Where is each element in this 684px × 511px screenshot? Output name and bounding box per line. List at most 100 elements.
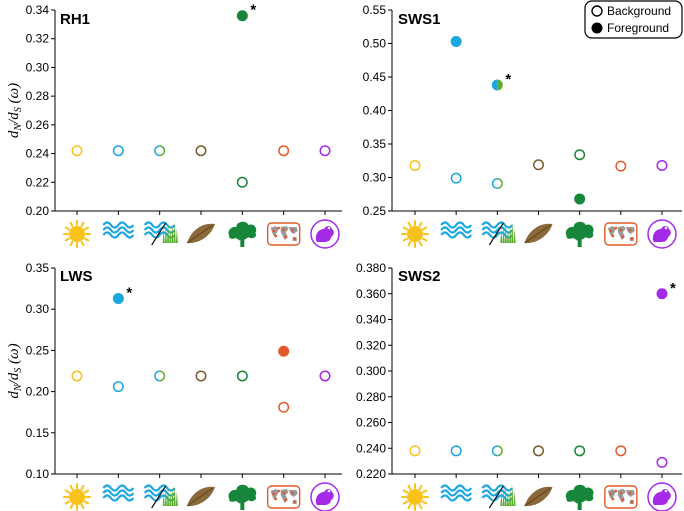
map-marker <box>621 235 625 239</box>
legend-box <box>584 0 683 39</box>
significance-asterisk: * <box>670 280 676 297</box>
y-tick-label: 0.35 <box>363 137 387 151</box>
grass-tuft <box>162 485 178 506</box>
grass-blade <box>169 228 172 243</box>
sun-ray <box>421 489 428 494</box>
background-point <box>491 178 503 190</box>
foreground-point <box>574 193 586 205</box>
marker-ring <box>71 370 83 382</box>
marker-ring <box>278 145 290 157</box>
background-point <box>278 145 290 157</box>
significance-asterisk: * <box>505 71 511 88</box>
tree-trunk <box>577 234 582 247</box>
waves-icon <box>440 484 473 502</box>
y-tick-label: 0.30 <box>26 302 50 316</box>
background-point <box>278 401 290 413</box>
legend-foreground-label: Foreground <box>607 21 669 35</box>
grass-blade <box>175 228 178 243</box>
sun-icon <box>63 483 91 511</box>
map-marker <box>611 497 615 501</box>
frog-eye <box>664 226 668 230</box>
map-marker <box>277 226 281 230</box>
waves-icon <box>440 221 473 239</box>
wave-line <box>481 221 514 229</box>
background-point <box>491 445 503 457</box>
y-tick-label: 0.280 <box>356 390 386 404</box>
wave-line <box>143 226 176 234</box>
marker-ring <box>319 145 331 157</box>
sun-ray <box>407 484 412 491</box>
y-tick-label: 0.50 <box>363 37 387 51</box>
background-point <box>656 159 668 171</box>
grass-blade <box>504 222 507 243</box>
leaf-vein <box>524 487 551 507</box>
grass-blade <box>506 228 509 243</box>
marker-ring <box>409 445 421 457</box>
foreground-point <box>112 292 124 304</box>
background-point <box>71 370 83 382</box>
grass-blade <box>162 228 165 243</box>
background-point <box>615 445 627 457</box>
sun-icon <box>63 220 91 248</box>
marker-dot <box>574 193 586 205</box>
map-marker <box>630 237 634 241</box>
y-tick-label: 0.30 <box>363 171 387 185</box>
y-tick-label: 0.380 <box>356 261 386 275</box>
marker-ring <box>112 381 124 393</box>
wave-line <box>143 484 176 492</box>
y-tick-label: 0.22 <box>26 175 50 189</box>
marker-ring <box>236 176 248 188</box>
wave-line <box>481 494 514 502</box>
background-point <box>533 159 544 171</box>
map-marker <box>277 489 281 493</box>
marker-ring <box>656 456 668 468</box>
map-marker <box>284 498 288 502</box>
y-tick-label: 0.34 <box>26 3 50 17</box>
grass-blade <box>513 228 516 243</box>
marker-ring <box>195 370 207 382</box>
tree-icon <box>565 221 594 247</box>
sun-ray <box>418 484 423 491</box>
background-point <box>409 445 421 457</box>
foreground-point <box>656 288 668 300</box>
background-point <box>71 145 83 157</box>
wave-line <box>440 226 473 234</box>
marker-ring <box>195 145 207 157</box>
frog-icon <box>647 482 677 511</box>
wave-line <box>143 221 176 229</box>
sun-ray <box>69 221 74 228</box>
significance-asterisk: * <box>126 284 132 301</box>
background-point <box>154 370 166 382</box>
map-marker <box>293 500 297 504</box>
marker-dot <box>450 35 462 47</box>
marker-dot <box>112 292 124 304</box>
divider-slash <box>151 222 167 246</box>
tree-canopy <box>228 221 257 240</box>
wave-line <box>102 494 135 502</box>
waves-grass-icon <box>481 221 516 246</box>
sun-ray <box>418 503 423 510</box>
tree-branches <box>233 234 251 241</box>
y-tick-label: 0.24 <box>26 147 50 161</box>
grass-blade <box>504 485 507 506</box>
sun-icon <box>401 220 429 248</box>
map-marker <box>614 226 618 230</box>
sun-ray <box>402 226 409 231</box>
marker-ring <box>574 445 586 457</box>
y-tick-label: 0.40 <box>363 104 387 118</box>
marker-half-green <box>159 370 166 382</box>
wave-line <box>102 489 135 497</box>
world-map-icon <box>266 222 301 246</box>
grass-blade <box>164 488 167 506</box>
waves-grass-icon <box>143 221 178 246</box>
wave-line <box>440 489 473 497</box>
tree-canopy <box>565 484 594 503</box>
wave-line <box>481 489 514 497</box>
map-marker <box>630 500 634 504</box>
frog-body <box>652 226 671 242</box>
frog-icon <box>310 219 340 249</box>
grass-blade <box>167 222 170 243</box>
sun-ray <box>64 237 71 242</box>
y-tick-label: 0.10 <box>26 467 50 481</box>
